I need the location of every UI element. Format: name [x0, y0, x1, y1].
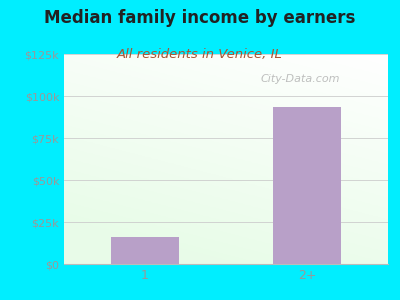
Text: City-Data.com: City-Data.com [261, 74, 340, 84]
Text: Median family income by earners: Median family income by earners [44, 9, 356, 27]
Text: All residents in Venice, IL: All residents in Venice, IL [117, 48, 283, 61]
Bar [273, 106, 341, 264]
Bar [111, 237, 179, 264]
